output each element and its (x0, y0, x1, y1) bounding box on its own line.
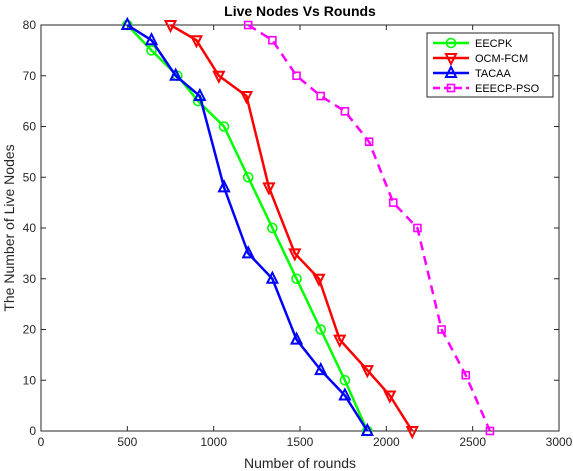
series-ocm-fcm (163, 20, 419, 440)
data-point (340, 106, 350, 116)
y-tick-label: 30 (23, 272, 37, 286)
data-point (388, 198, 398, 207)
data-point (312, 273, 326, 287)
legend-swatch-marker (446, 83, 456, 93)
y-tick-label: 50 (23, 170, 37, 184)
series-tacaa (120, 16, 374, 436)
data-point (218, 121, 230, 132)
data-point (485, 426, 495, 436)
data-point (212, 70, 226, 84)
y-tick-label: 70 (23, 69, 37, 83)
series-eeecp-pso (243, 20, 495, 436)
legend-label: TACAA (475, 68, 512, 80)
data-point (292, 71, 301, 81)
data-point (189, 35, 204, 49)
x-tick-label: 0 (38, 435, 45, 449)
x-tick-label: 2500 (459, 435, 486, 449)
data-point (360, 365, 374, 379)
data-point (242, 171, 254, 183)
x-axis-title: Number of rounds (244, 455, 356, 471)
data-point (288, 248, 302, 262)
data-point (364, 137, 374, 147)
axis-ticks: 0 500 1000 1500 2000 2500 3000 0 10 20 30 40 50 60 70 8… (23, 18, 573, 449)
series-line (126, 23, 369, 432)
y-tick-label: 10 (23, 373, 37, 387)
data-point (413, 223, 422, 233)
data-point (315, 324, 327, 335)
y-tick-label: 80 (23, 18, 37, 32)
data-point (316, 91, 326, 101)
data-point (241, 245, 255, 259)
data-point (339, 374, 351, 386)
data-point (243, 20, 253, 30)
data-point (383, 390, 397, 404)
data-point (193, 87, 207, 102)
series-line (169, 23, 414, 432)
data-point (192, 95, 204, 107)
data-point (338, 387, 352, 401)
data-point (169, 67, 183, 81)
y-axis-title: The Number of Live Nodes (1, 144, 17, 311)
data-point (163, 20, 178, 34)
data-point (360, 422, 374, 436)
x-tick-label: 2000 (373, 435, 400, 449)
y-tick-label: 0 (29, 424, 36, 438)
y-tick-label: 20 (23, 323, 37, 337)
data-point (146, 45, 157, 56)
data-point (333, 334, 347, 348)
chart-title: Live Nodes Vs Rounds (224, 3, 376, 19)
x-tick-label: 3000 (546, 435, 573, 449)
data-point (437, 325, 446, 334)
legend-label: OCM-FCM (475, 53, 528, 65)
data-point (239, 91, 254, 105)
legend-swatch-marker (444, 64, 458, 78)
data-point (268, 35, 277, 45)
data-point (267, 222, 278, 234)
data-point (314, 361, 328, 376)
x-tick-label: 1000 (200, 435, 227, 449)
y-tick-label: 40 (23, 221, 37, 235)
data-point (289, 331, 304, 345)
data-point (262, 182, 276, 196)
series-line (247, 23, 492, 432)
data-point (405, 426, 419, 440)
data-point (144, 31, 159, 46)
x-tick-label: 1500 (287, 435, 314, 449)
legend: EECPK OCM-FCM TACAA EEECP-PSO (426, 32, 554, 98)
data-point (291, 273, 302, 285)
x-tick-label: 500 (117, 435, 137, 449)
legend-swatch-marker (444, 53, 458, 67)
data-point (461, 370, 471, 380)
y-tick-label: 60 (23, 120, 37, 134)
series-layer (120, 16, 495, 440)
data-point (217, 179, 231, 193)
data-point (265, 270, 279, 284)
legend-label: EEECP-PSO (475, 83, 540, 95)
data-point (120, 16, 134, 30)
legend-swatch-marker (445, 37, 457, 49)
legend-label: EECPK (475, 38, 513, 50)
